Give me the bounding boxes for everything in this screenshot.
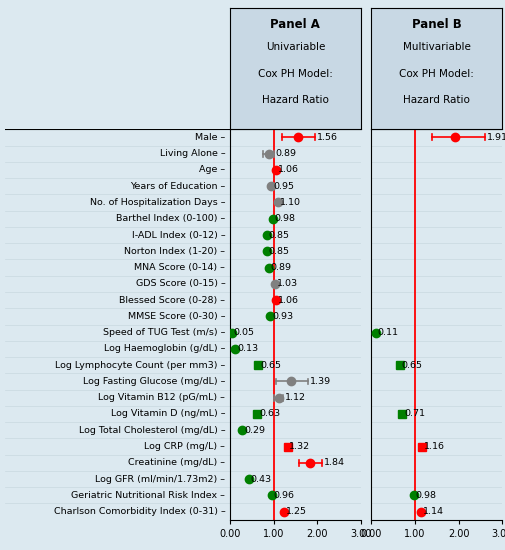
Text: 1.12: 1.12 (285, 393, 306, 402)
Text: 0.98: 0.98 (416, 491, 437, 500)
Text: 1.25: 1.25 (286, 507, 307, 516)
Text: 1.91: 1.91 (487, 133, 505, 142)
Text: 0.65: 0.65 (260, 361, 281, 370)
Text: 0.05: 0.05 (234, 328, 255, 337)
Text: Log Haemoglobin (g/dL) –: Log Haemoglobin (g/dL) – (104, 344, 225, 354)
Text: 0.98: 0.98 (274, 214, 295, 223)
Text: Univariable: Univariable (266, 42, 325, 52)
Text: Multivariable: Multivariable (403, 42, 471, 52)
Text: Male –: Male – (195, 133, 225, 142)
Text: Hazard Ratio: Hazard Ratio (262, 95, 329, 106)
Text: Years of Education –: Years of Education – (130, 182, 225, 191)
Text: Log Vitamin B12 (pG/mL) –: Log Vitamin B12 (pG/mL) – (98, 393, 225, 402)
Text: 1.84: 1.84 (323, 458, 344, 468)
Text: Cox PH Model:: Cox PH Model: (258, 69, 333, 79)
Text: Log CRP (mg/L) –: Log CRP (mg/L) – (144, 442, 225, 451)
Text: I-ADL Index (0-12) –: I-ADL Index (0-12) – (132, 230, 225, 239)
Text: 0.85: 0.85 (269, 230, 290, 239)
Text: 0.71: 0.71 (404, 410, 425, 419)
Text: 1.10: 1.10 (280, 198, 300, 207)
Text: Speed of TUG Test (m/s) –: Speed of TUG Test (m/s) – (103, 328, 225, 337)
Text: Creatinine (mg/dL) –: Creatinine (mg/dL) – (128, 458, 225, 468)
Text: Cox PH Model:: Cox PH Model: (399, 69, 474, 79)
Text: 0.29: 0.29 (244, 426, 265, 434)
Text: Living Alone –: Living Alone – (160, 149, 225, 158)
Text: Barthel Index (0-100) –: Barthel Index (0-100) – (116, 214, 225, 223)
Text: Log GFR (ml/min/1.73m2) –: Log GFR (ml/min/1.73m2) – (95, 475, 225, 483)
Text: GDS Score (0-15) –: GDS Score (0-15) – (135, 279, 225, 288)
Text: 1.39: 1.39 (310, 377, 331, 386)
Text: 0.11: 0.11 (378, 328, 399, 337)
Text: 1.03: 1.03 (277, 279, 298, 288)
Text: Age –: Age – (199, 166, 225, 174)
Text: Log Lymphocyte Count (per mm3) –: Log Lymphocyte Count (per mm3) – (55, 361, 225, 370)
Text: 0.95: 0.95 (273, 182, 294, 191)
Text: Panel A: Panel A (271, 18, 320, 31)
Text: Geriatric Nutritional Risk Index –: Geriatric Nutritional Risk Index – (71, 491, 225, 500)
Text: 0.89: 0.89 (271, 263, 291, 272)
Text: MMSE Score (0-30) –: MMSE Score (0-30) – (128, 312, 225, 321)
Text: 0.43: 0.43 (250, 475, 272, 483)
Text: 1.14: 1.14 (423, 507, 444, 516)
Text: 0.63: 0.63 (259, 410, 280, 419)
Text: 0.96: 0.96 (274, 491, 294, 500)
Text: MNA Score (0-14) –: MNA Score (0-14) – (134, 263, 225, 272)
Text: 0.13: 0.13 (237, 344, 259, 354)
Text: 0.89: 0.89 (275, 149, 296, 158)
Text: 0.93: 0.93 (272, 312, 293, 321)
Text: 1.06: 1.06 (278, 166, 299, 174)
Text: Log Vitamin D (ng/mL) –: Log Vitamin D (ng/mL) – (111, 410, 225, 419)
Text: No. of Hospitalization Days –: No. of Hospitalization Days – (90, 198, 225, 207)
Text: Log Fasting Glucose (mg/dL) –: Log Fasting Glucose (mg/dL) – (83, 377, 225, 386)
Text: 1.16: 1.16 (424, 442, 445, 451)
Text: Hazard Ratio: Hazard Ratio (403, 95, 470, 106)
Text: Log Total Cholesterol (mg/dL) –: Log Total Cholesterol (mg/dL) – (79, 426, 225, 434)
Text: Norton Index (1-20) –: Norton Index (1-20) – (124, 247, 225, 256)
Text: 0.85: 0.85 (269, 247, 290, 256)
Text: 1.32: 1.32 (289, 442, 311, 451)
Text: Charlson Comorbidity Index (0-31) –: Charlson Comorbidity Index (0-31) – (54, 507, 225, 516)
Text: 1.06: 1.06 (278, 295, 299, 305)
Text: Blessed Score (0-28) –: Blessed Score (0-28) – (119, 295, 225, 305)
Text: 1.56: 1.56 (317, 133, 338, 142)
Text: 0.65: 0.65 (401, 361, 422, 370)
Text: Panel B: Panel B (412, 18, 462, 31)
